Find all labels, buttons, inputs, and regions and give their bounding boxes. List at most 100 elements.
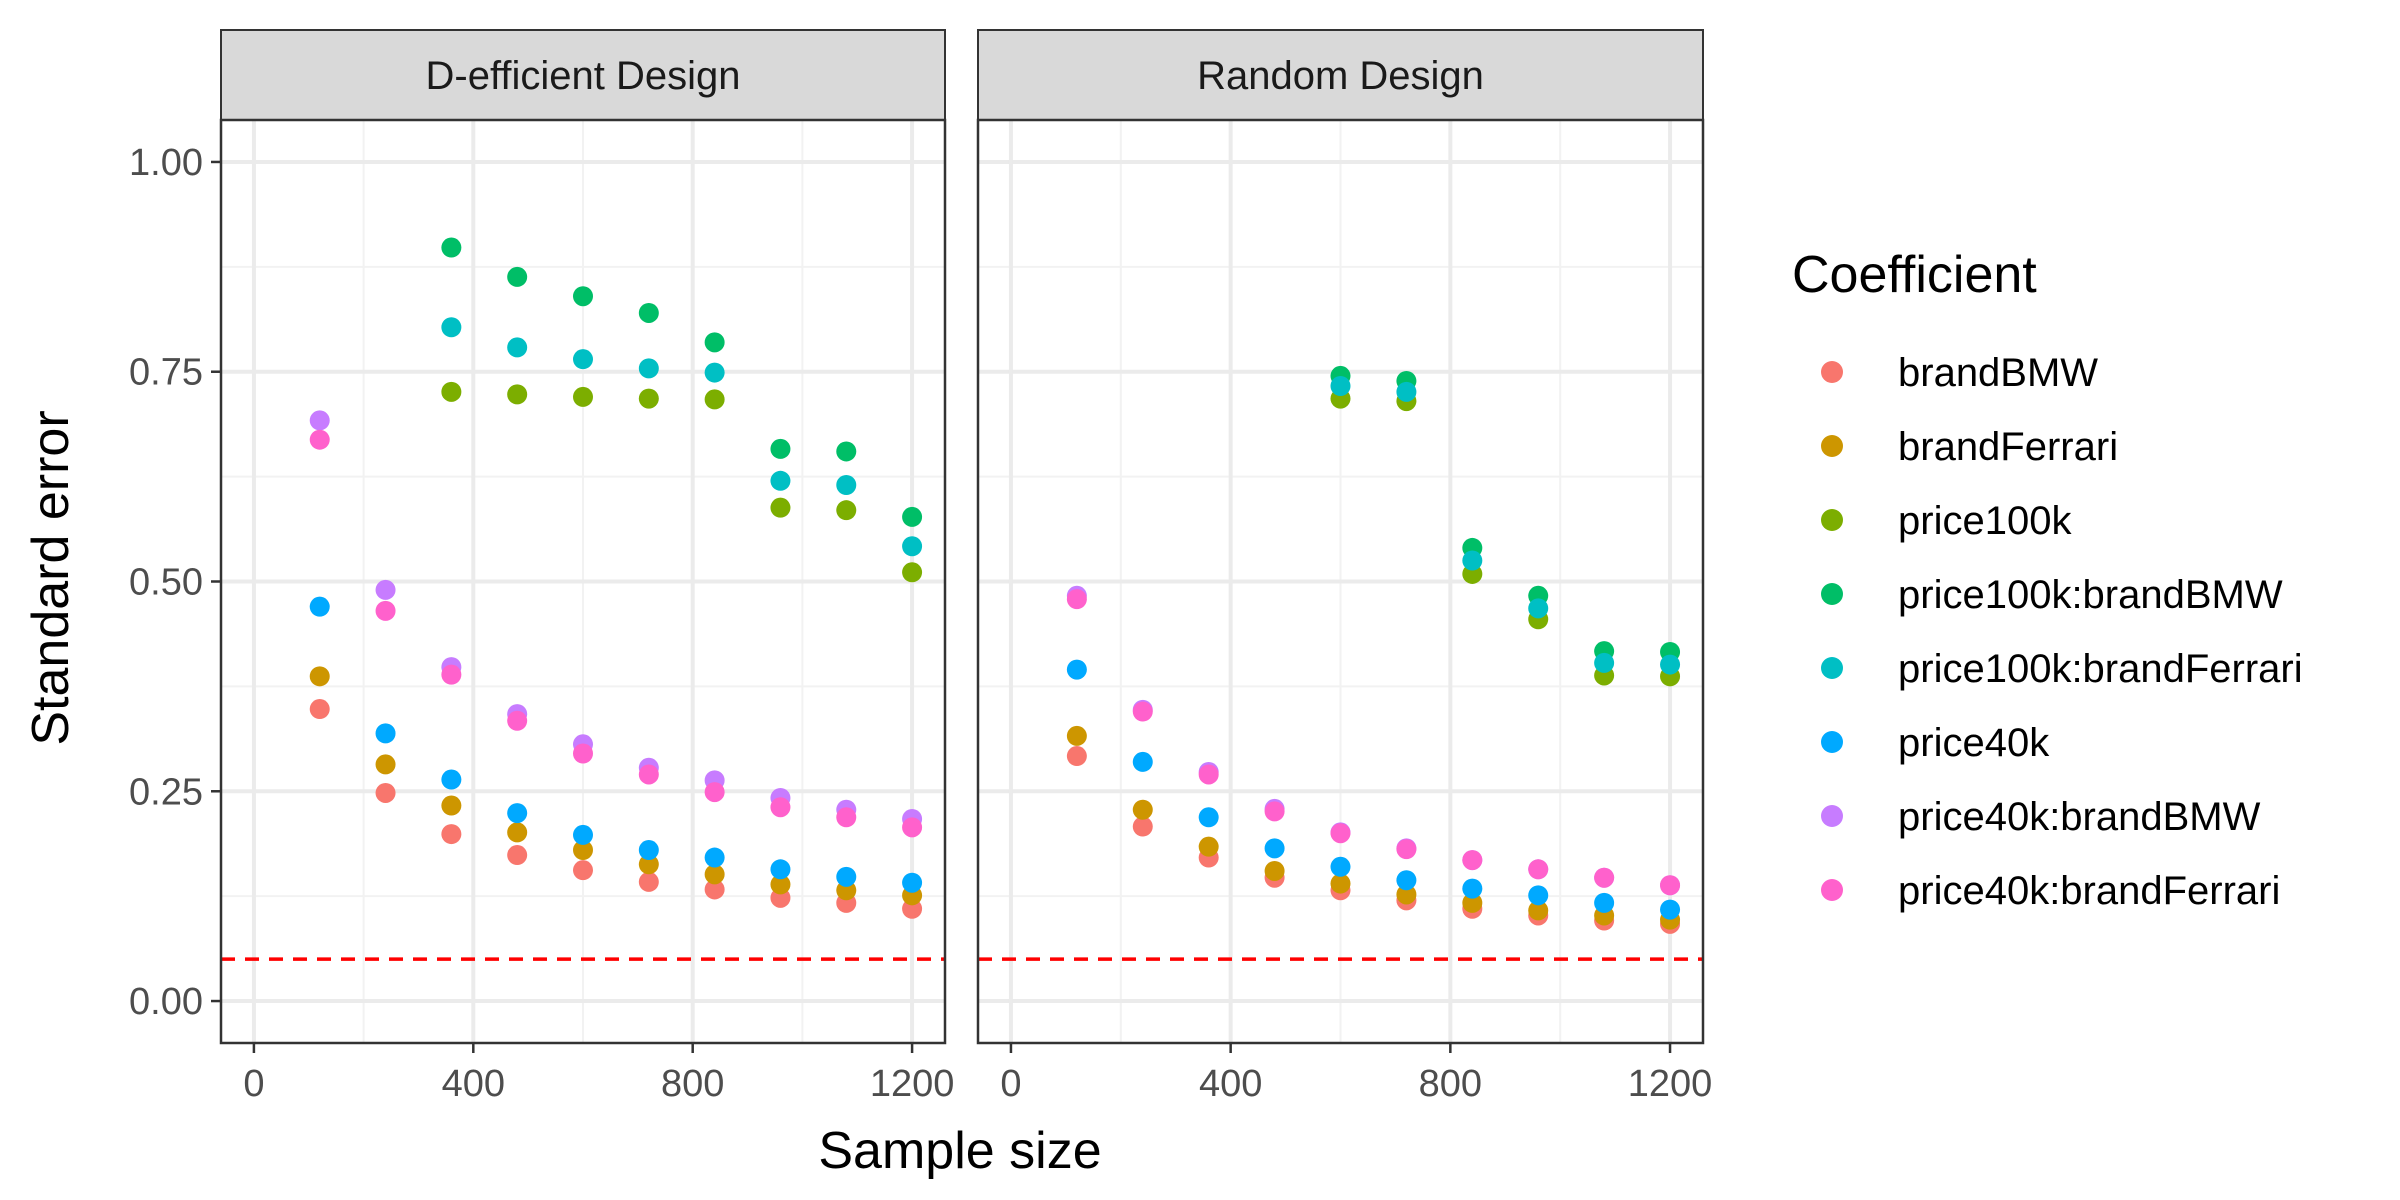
data-point	[1462, 878, 1483, 899]
legend-key	[1821, 731, 1843, 753]
data-point	[507, 710, 528, 731]
data-point	[638, 764, 659, 785]
data-point	[836, 866, 857, 887]
facet-strip	[220, 29, 946, 121]
data-point	[1594, 652, 1615, 673]
data-point	[507, 845, 528, 866]
data-point	[573, 386, 593, 407]
data-point	[1462, 550, 1483, 571]
data-point	[573, 840, 593, 861]
data-point	[441, 664, 462, 685]
data-point	[902, 536, 923, 557]
legend-key	[1821, 435, 1843, 457]
series-price40k	[309, 596, 923, 893]
legend-item-price40k-brandbmw: price40k:brandBMW	[1821, 795, 2261, 839]
data-point	[1330, 856, 1351, 877]
data-point	[704, 362, 725, 383]
data-point	[704, 389, 725, 410]
data-point	[441, 237, 462, 258]
legend-label: price40k	[1898, 721, 2050, 765]
data-point	[770, 497, 791, 518]
data-point	[1330, 823, 1351, 844]
data-point	[836, 807, 857, 828]
data-point	[770, 438, 791, 459]
data-point	[573, 286, 593, 307]
data-point	[638, 358, 659, 379]
data-point	[309, 596, 330, 617]
legend: Coefficient brandBMW brandFerrari price100…	[1792, 246, 2303, 913]
data-point	[1132, 701, 1153, 722]
data-point	[1396, 839, 1417, 860]
data-point	[638, 871, 659, 892]
series-price40k	[1066, 659, 1681, 920]
data-point	[375, 782, 396, 803]
x-tick-label: 0	[243, 1063, 264, 1105]
data-point	[1660, 899, 1681, 920]
data-point	[1066, 725, 1087, 746]
data-point	[1396, 381, 1417, 402]
facet-panel-random-design: Random Design	[976, 29, 1705, 1045]
data-point	[770, 470, 791, 491]
data-point	[1132, 816, 1153, 837]
legend-item-brandferrari: brandFerrari	[1821, 425, 2118, 469]
x-axis-title: Sample size	[818, 1122, 1101, 1180]
data-point	[770, 874, 791, 895]
data-point	[902, 872, 923, 893]
data-point	[902, 506, 923, 527]
legend-label: price100k	[1898, 499, 2072, 543]
data-point	[638, 388, 659, 409]
data-point	[638, 840, 659, 861]
panel-border	[976, 118, 1705, 1045]
data-point	[1594, 867, 1615, 888]
data-point	[1198, 807, 1219, 828]
data-point	[1528, 598, 1549, 619]
data-point	[441, 824, 462, 845]
facet-strip	[977, 29, 1704, 121]
data-point	[770, 797, 791, 818]
data-point	[1660, 875, 1681, 896]
y-axis-title: Standard error	[22, 410, 80, 745]
data-point	[507, 266, 528, 287]
legend-item-price40k: price40k	[1821, 721, 2050, 765]
data-point	[441, 381, 462, 402]
x-tick-label: 400	[1199, 1063, 1262, 1105]
data-point	[309, 429, 330, 450]
data-point	[1264, 801, 1285, 822]
legend-key	[1821, 805, 1843, 827]
facet-panel-d-efficient-design: D-efficient Design	[219, 29, 947, 1045]
legend-item-price100k: price100k	[1821, 499, 2072, 543]
legend-item-brandbmw: brandBMW	[1821, 351, 2098, 395]
data-point	[902, 562, 923, 583]
data-point	[507, 384, 528, 405]
data-point	[1264, 838, 1285, 859]
data-point	[375, 579, 396, 600]
y-tick-label: 0.50	[129, 562, 203, 604]
data-point	[1528, 885, 1549, 906]
x-axis: 0 400 800 1200 0 400 800 1200	[243, 1043, 1712, 1105]
legend-item-price100k-brandbmw: price100k:brandBMW	[1821, 573, 2283, 617]
data-point	[375, 600, 396, 621]
data-point	[638, 302, 659, 323]
data-point	[704, 864, 725, 885]
data-point	[1396, 870, 1417, 891]
data-point	[573, 824, 593, 845]
data-point	[507, 822, 528, 843]
y-tick-label: 1.00	[129, 142, 203, 184]
data-point	[375, 754, 396, 775]
x-tick-label: 1200	[870, 1063, 955, 1105]
data-point	[507, 803, 528, 824]
legend-label: price40k:brandFerrari	[1898, 869, 2280, 913]
legend-key	[1821, 361, 1843, 383]
data-point	[770, 859, 791, 880]
legend-label: price40k:brandBMW	[1898, 795, 2261, 839]
legend-item-price40k-brandferrari: price40k:brandFerrari	[1821, 869, 2280, 913]
data-point	[704, 782, 725, 803]
data-point	[507, 337, 528, 358]
data-point	[836, 441, 857, 462]
data-point	[1396, 884, 1417, 905]
data-point	[1462, 850, 1483, 871]
legend-items: brandBMW brandFerrari price100k price100k:b…	[1821, 351, 2303, 913]
series-price100k-brandferrari	[441, 317, 923, 557]
data-point	[1198, 836, 1219, 857]
data-point	[1132, 751, 1153, 772]
